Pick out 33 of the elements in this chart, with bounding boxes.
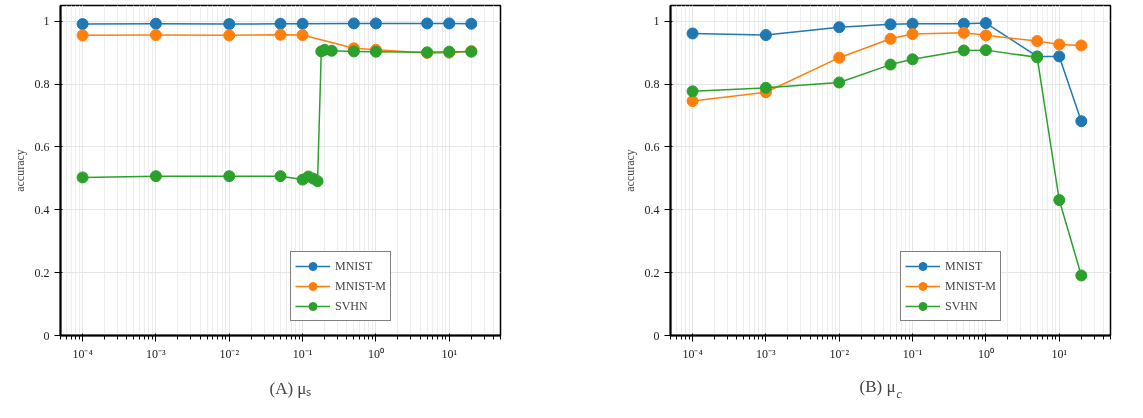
x-tick-label: 10⁻⁴ [72,346,93,361]
y-tick-label: 0.4 [644,202,660,217]
legend-label: SVHN [945,298,978,314]
y-tick-label: 0.2 [644,265,660,280]
y-tick-label: 1 [653,14,660,29]
text: (A) μₛ [269,378,312,398]
legend-label: MNIST [945,258,983,274]
y-tick-label: 0.4 [34,202,50,217]
y-axis-title: accuracy [12,149,27,192]
x-tick-label: 10¹ [1051,346,1068,361]
y-tick-label: 0.6 [644,139,660,154]
x-tick-label: 10⁰ [367,346,384,361]
x-tick-label: 10⁻² [219,346,240,361]
y-axis-title: accuracy [622,149,637,192]
x-tick-label: 10⁰ [977,346,994,361]
y-tick-label: 0.2 [34,265,50,280]
y-tick-label: 1 [43,14,50,29]
x-tick-label: 10⁻¹ [292,346,313,361]
x-tick-label: 10⁻³ [146,346,167,361]
x-tick-label: 10⁻¹ [902,346,923,361]
x-tick-label: 10⁻² [829,346,850,361]
x-tick-label: 10¹ [441,346,458,361]
y-tick-label: 0.6 [34,139,50,154]
legend-label: MNIST-M [335,278,386,294]
legend-label: MNIST-M [945,278,996,294]
legend-label: SVHN [335,298,368,314]
y-tick-label: 0 [43,328,50,343]
y-tick-label: 0.8 [34,77,50,92]
x-tick-label: 10⁻³ [756,346,777,361]
x-tick-label: 10⁻⁴ [682,346,703,361]
y-tick-label: 0.8 [644,77,660,92]
y-tick-label: 0 [653,328,660,343]
legend-label: MNIST [335,258,373,274]
